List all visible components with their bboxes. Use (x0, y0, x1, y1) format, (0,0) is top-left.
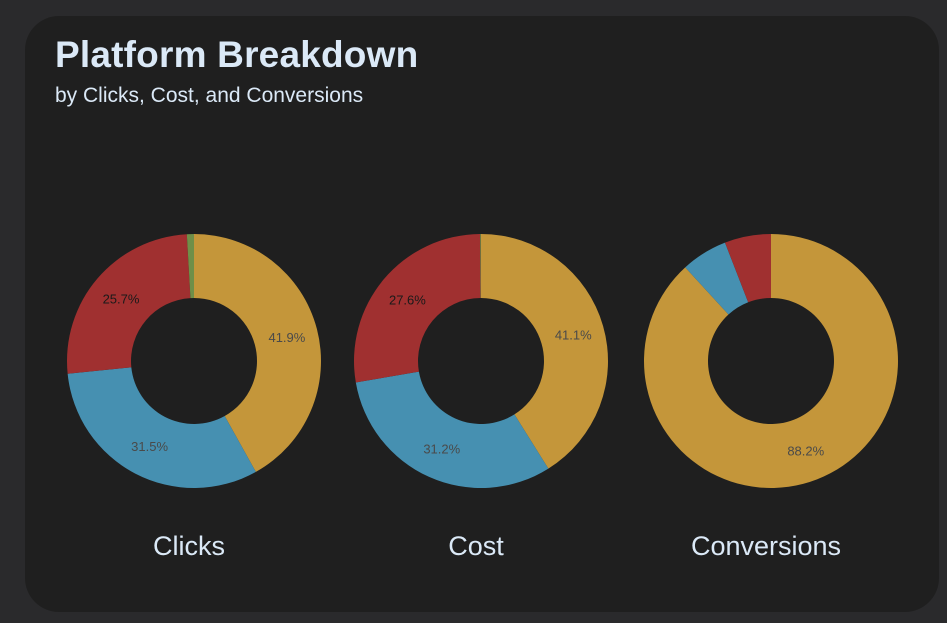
donut-charts: 41.9% 31.5% 25.7% Clicks 41.1% 31.2% 27.6% Cost… (67, 234, 898, 561)
slice-conversions-1 (685, 242, 749, 315)
chart-card: Platform Breakdown by Clicks, Cost, and … (25, 16, 939, 612)
slice-cost-1 (355, 371, 549, 488)
page-title: Platform Breakdown (55, 34, 419, 75)
slice-label-clicks-0: 41.9% (268, 330, 305, 345)
slice-cost-0 (481, 234, 608, 469)
slice-label-clicks-1: 31.5% (131, 439, 168, 454)
donut-conversions: 88.2% Conversions (643, 234, 898, 561)
slice-label-conversions-0: 88.2% (787, 443, 824, 458)
donut-cost: 41.1% 31.2% 27.6% Cost (354, 234, 608, 561)
donut-clicks: 41.9% 31.5% 25.7% Clicks (67, 234, 321, 561)
slice-label-cost-0: 41.1% (555, 328, 592, 343)
slice-clicks-1 (67, 367, 256, 488)
chart-title-conversions: Conversions (691, 531, 841, 561)
chart-title-cost: Cost (448, 531, 504, 561)
slice-label-cost-1: 31.2% (423, 442, 460, 457)
slice-clicks-0 (194, 234, 321, 472)
slice-clicks-2 (67, 234, 191, 374)
slice-label-clicks-2: 25.7% (103, 292, 140, 307)
chart-title-clicks: Clicks (153, 531, 225, 561)
slice-clicks-3 (186, 234, 194, 299)
slice-conversions-2 (724, 234, 771, 303)
slice-cost-2 (354, 234, 481, 383)
slice-cost-3 (480, 234, 481, 299)
slice-conversions-0 (643, 234, 898, 488)
page-subtitle: by Clicks, Cost, and Conversions (55, 84, 364, 107)
slice-label-cost-2: 27.6% (389, 292, 426, 307)
